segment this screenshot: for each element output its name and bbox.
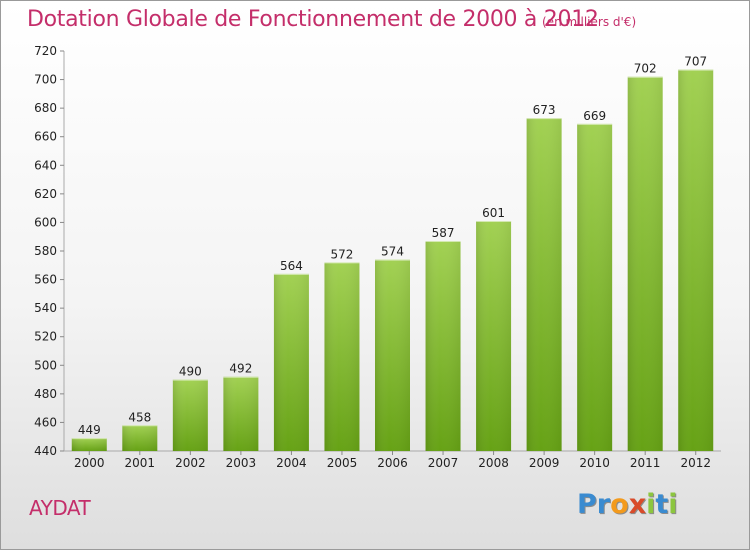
logo-letter: t bbox=[655, 489, 669, 520]
data-label: 449 bbox=[78, 423, 101, 437]
bar-shade bbox=[678, 69, 714, 452]
y-tick-label: 620 bbox=[34, 187, 57, 201]
y-axis: 440 460 480 500 520 540 560 580 600 620 640 660 680 7… bbox=[34, 44, 65, 458]
x-tick-label: 2001 bbox=[125, 456, 156, 470]
data-label: 572 bbox=[331, 247, 354, 261]
logo-letter: o bbox=[610, 489, 629, 520]
data-label: 564 bbox=[280, 259, 303, 273]
logo-letter: r bbox=[596, 489, 611, 520]
x-tick-label: 2011 bbox=[630, 456, 661, 470]
bar-shade bbox=[71, 438, 107, 451]
x-tick-label: 2006 bbox=[377, 456, 408, 470]
x-tick-label: 2004 bbox=[276, 456, 307, 470]
data-label: 574 bbox=[381, 245, 404, 259]
logo-letter: P bbox=[577, 489, 597, 520]
data-label: 587 bbox=[432, 226, 455, 240]
proxiti-logo: Proxiti bbox=[577, 489, 678, 520]
data-labels: 449 458 490 492 564 572 574 587 601 673 669 702 707 bbox=[78, 55, 707, 438]
x-tick-label: 2005 bbox=[327, 456, 358, 470]
logo-letter: i bbox=[646, 489, 656, 520]
chart-title: Dotation Globale de Fonctionnement de 20… bbox=[27, 7, 599, 32]
x-tick-label: 2010 bbox=[579, 456, 610, 470]
data-label: 492 bbox=[229, 362, 252, 376]
chart-subtitle: (en milliers d'€) bbox=[542, 15, 637, 29]
y-tick-label: 640 bbox=[34, 158, 57, 172]
y-tick-label: 500 bbox=[34, 358, 57, 372]
x-tick-label: 2003 bbox=[226, 456, 257, 470]
data-label: 601 bbox=[482, 206, 505, 220]
x-tick-label: 2009 bbox=[529, 456, 560, 470]
data-label: 669 bbox=[583, 109, 606, 123]
x-tick-label: 2012 bbox=[680, 456, 711, 470]
bar-shade bbox=[425, 241, 461, 451]
y-tick-label: 540 bbox=[34, 301, 57, 315]
y-tick-label: 580 bbox=[34, 244, 57, 258]
data-label: 707 bbox=[684, 55, 707, 69]
bar-shade bbox=[476, 221, 512, 451]
y-tick-label: 440 bbox=[34, 444, 57, 458]
y-tick-label: 680 bbox=[34, 101, 57, 115]
data-label: 702 bbox=[634, 62, 657, 76]
logo-letter: x bbox=[628, 489, 647, 520]
y-tick-label: 560 bbox=[34, 273, 57, 287]
bar-shade bbox=[122, 425, 158, 451]
data-label: 673 bbox=[533, 103, 556, 117]
data-label: 458 bbox=[128, 410, 151, 424]
y-tick-label: 600 bbox=[34, 215, 57, 229]
bar-shade bbox=[526, 118, 562, 452]
y-tick-label: 660 bbox=[34, 130, 57, 144]
bar-shade bbox=[223, 376, 259, 451]
x-tick-label: 2007 bbox=[428, 456, 459, 470]
x-tick-label: 2002 bbox=[175, 456, 206, 470]
bar-shade bbox=[375, 259, 410, 451]
bar-shade bbox=[627, 76, 663, 451]
logo-letter: i bbox=[668, 489, 678, 520]
bar-shade bbox=[172, 379, 208, 451]
x-tick-label: 2008 bbox=[478, 456, 509, 470]
bar-shade bbox=[324, 262, 360, 451]
bar-shade bbox=[273, 273, 309, 451]
bar-shade bbox=[577, 123, 613, 451]
data-label: 490 bbox=[179, 365, 202, 379]
y-tick-label: 720 bbox=[34, 44, 57, 58]
x-axis: 2000 2001 2002 2003 2004 2005 2006 2007 2008 2009… bbox=[64, 450, 721, 470]
y-tick-label: 700 bbox=[34, 73, 57, 87]
x-tick-label: 2000 bbox=[74, 456, 105, 470]
y-tick-label: 460 bbox=[34, 415, 57, 429]
y-tick-label: 480 bbox=[34, 387, 57, 401]
y-tick-label: 520 bbox=[34, 330, 57, 344]
commune-name: AYDAT bbox=[29, 496, 91, 520]
bars bbox=[71, 69, 714, 452]
